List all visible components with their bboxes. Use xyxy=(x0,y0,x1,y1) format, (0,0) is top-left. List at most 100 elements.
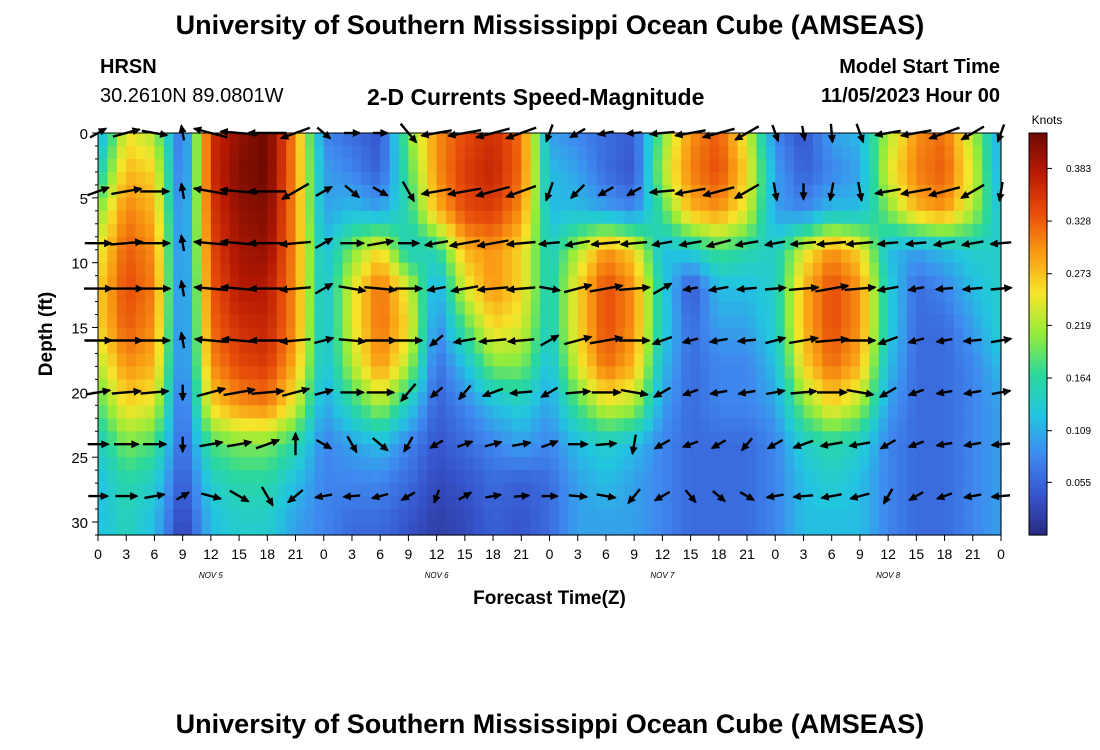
heatmap-cell xyxy=(389,483,400,497)
heatmap-cell xyxy=(662,353,673,368)
heatmap-cell xyxy=(173,353,184,368)
current-vector xyxy=(960,183,985,199)
current-vector xyxy=(291,431,300,456)
heatmap-cell xyxy=(210,405,221,419)
heatmap-cell xyxy=(587,496,598,510)
heatmap-cell xyxy=(972,288,983,303)
heatmap-cell xyxy=(991,392,1002,406)
heatmap-cell xyxy=(98,496,109,510)
heatmap-cell xyxy=(888,366,899,380)
heatmap-cell xyxy=(493,275,504,290)
heatmap-cell xyxy=(257,392,268,406)
heatmap-cell xyxy=(831,522,842,536)
heatmap-cell xyxy=(295,145,306,160)
heatmap-cell xyxy=(163,483,174,497)
heatmap-cell xyxy=(370,496,381,510)
heatmap-cell xyxy=(521,418,532,432)
heatmap-cell xyxy=(257,444,268,458)
vector-head xyxy=(845,239,854,248)
heatmap-cell xyxy=(511,223,522,238)
vector-head xyxy=(707,285,717,293)
vector-head xyxy=(544,192,553,202)
heatmap-cell xyxy=(182,210,193,225)
heatmap-cell xyxy=(380,340,391,355)
heatmap-cell xyxy=(530,392,541,406)
heatmap-cell xyxy=(859,327,870,342)
heatmap-cell xyxy=(286,249,297,264)
heatmap-cell xyxy=(841,457,852,471)
colorbar-segment xyxy=(1029,344,1047,348)
heatmap-cell xyxy=(652,158,663,173)
vector-head xyxy=(131,440,140,449)
heatmap-cell xyxy=(540,223,551,238)
heatmap-cell xyxy=(220,171,231,186)
heatmap-cell xyxy=(925,340,936,355)
vector-head xyxy=(159,130,169,138)
heatmap-cell xyxy=(794,197,805,212)
heatmap-cell xyxy=(145,522,156,536)
heatmap-cell xyxy=(380,444,391,458)
heatmap-cell xyxy=(728,197,739,212)
heatmap-cell xyxy=(483,288,494,303)
heatmap-cell xyxy=(98,366,109,380)
vector-head xyxy=(133,387,143,396)
heatmap-cell xyxy=(605,158,616,173)
heatmap-cell xyxy=(869,418,880,432)
current-vector xyxy=(476,285,509,294)
heatmap-cell xyxy=(803,249,814,264)
heatmap-cell xyxy=(859,145,870,160)
heatmap-cell xyxy=(248,509,259,523)
heatmap-cell xyxy=(652,340,663,355)
heatmap-cell xyxy=(314,366,325,380)
heatmap-cell xyxy=(700,327,711,342)
vector-head xyxy=(178,393,187,402)
heatmap-cell xyxy=(888,197,899,212)
heatmap-cell xyxy=(737,392,748,406)
heatmap-cell xyxy=(577,483,588,497)
heatmap-cell xyxy=(267,249,278,264)
heatmap-cell xyxy=(925,405,936,419)
heatmap-cell xyxy=(615,522,626,536)
current-vector xyxy=(568,440,589,449)
heatmap-cell xyxy=(229,210,240,225)
heatmap-cell xyxy=(982,418,993,432)
heatmap-cell xyxy=(850,249,861,264)
heatmap-cell xyxy=(624,197,635,212)
current-vector xyxy=(193,335,227,344)
heatmap-cell xyxy=(126,418,137,432)
heatmap-cell xyxy=(267,366,278,380)
heatmap-cell xyxy=(831,301,842,316)
heatmap-cell xyxy=(351,171,362,186)
heatmap-cell xyxy=(756,249,767,264)
heatmap-cell xyxy=(399,340,410,355)
heatmap-cell xyxy=(812,210,823,225)
heatmap-cell xyxy=(389,470,400,484)
heatmap-cell xyxy=(906,314,917,329)
heatmap-cell xyxy=(455,327,466,342)
heatmap-cell xyxy=(596,366,607,380)
colorbar-segment xyxy=(1029,447,1047,452)
heatmap-cell xyxy=(154,405,165,419)
heatmap-cell xyxy=(700,379,711,393)
colorbar-segment xyxy=(1029,149,1047,154)
heatmap-cell xyxy=(220,288,231,303)
vector-head xyxy=(212,493,223,501)
heatmap-cell xyxy=(116,275,127,290)
heatmap-cell xyxy=(135,133,146,147)
x-tick-label: 9 xyxy=(179,546,187,562)
heatmap-cell xyxy=(869,405,880,419)
heatmap-cell xyxy=(229,145,240,160)
vector-head xyxy=(180,491,190,500)
heatmap-cell xyxy=(709,483,720,497)
heatmap-cell xyxy=(671,405,682,419)
heatmap-cell xyxy=(812,158,823,173)
heatmap-cell xyxy=(135,405,146,419)
heatmap-cell xyxy=(643,210,654,225)
heatmap-cell xyxy=(737,509,748,523)
heatmap-cell xyxy=(897,340,908,355)
vector-head xyxy=(130,492,139,501)
heatmap-cell xyxy=(615,197,626,212)
heatmap-cell xyxy=(436,327,447,342)
heatmap-cell xyxy=(765,340,776,355)
colorbar-segment xyxy=(1029,390,1047,395)
